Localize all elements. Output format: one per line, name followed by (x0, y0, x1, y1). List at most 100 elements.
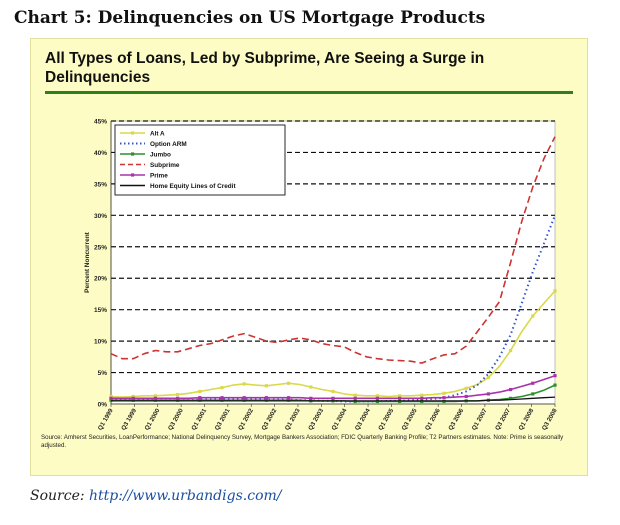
y-tick-label: 45% (94, 119, 107, 126)
y-tick-label: 25% (94, 244, 107, 251)
data-point (531, 314, 535, 318)
data-point (198, 398, 202, 402)
legend-box (114, 124, 286, 196)
data-point (220, 398, 224, 402)
y-tick-label: 0% (98, 402, 108, 409)
x-tick-label: Q3 2006 (447, 407, 465, 432)
data-point (176, 392, 180, 397)
page-title: Chart 5: Delinquencies on US Mortgage Pr… (14, 8, 486, 28)
source-note: Source: Amherst Securities, LoanPerforma… (41, 434, 564, 449)
line-chart: 0% 5% 10% 15% 20% 25% 30% 35% 40% 45% Percent Nonc… (84, 119, 559, 432)
legend-marker (131, 173, 135, 177)
legend-entry: Alt A (150, 130, 165, 137)
data-point (353, 393, 357, 397)
x-tick-label: Q1 2002 (237, 407, 255, 432)
y-tick-label: 20% (94, 276, 107, 283)
data-point (553, 383, 557, 387)
data-point (531, 392, 535, 396)
data-point (242, 396, 246, 400)
data-point (309, 385, 313, 389)
y-tick-label: 35% (94, 181, 107, 188)
x-tick-label: Q1 2004 (330, 407, 348, 432)
data-point (109, 396, 113, 400)
data-point (220, 386, 224, 390)
data-point (287, 398, 291, 402)
data-point (464, 386, 468, 390)
x-tick-label: Q1 2007 (471, 407, 489, 432)
y-tick-label: 40% (94, 150, 107, 157)
series-line-home-equity-lines-of-credit (111, 396, 556, 402)
source-label: Source: (30, 488, 85, 504)
y-tick-label: 30% (94, 213, 107, 220)
data-point (420, 396, 424, 400)
data-point (509, 387, 513, 392)
x-tick-label: Q1 2001 (190, 407, 208, 432)
chart-panel: All Types of Loans, Led by Subprime, Are… (30, 38, 588, 476)
data-point (553, 374, 557, 378)
data-point (131, 394, 135, 399)
data-point (176, 398, 180, 402)
data-point (464, 394, 468, 399)
data-point (331, 389, 335, 394)
data-point (287, 396, 291, 400)
x-tick-label: Q1 1999 (97, 407, 115, 432)
data-point (531, 381, 535, 385)
data-point (309, 396, 313, 400)
data-point (509, 396, 513, 400)
legend-marker (131, 152, 135, 156)
data-point (486, 375, 490, 380)
data-point (398, 396, 402, 400)
data-point (153, 396, 157, 400)
legend-entry: Option ARM (150, 141, 187, 148)
data-point (398, 394, 402, 398)
y-axis-label: Percent Noncurrent (84, 231, 91, 293)
data-point (264, 396, 268, 400)
source-link[interactable]: http://www.urbandigs.com/ (89, 488, 282, 504)
data-point (420, 393, 424, 397)
data-point (353, 396, 357, 400)
data-point (131, 398, 135, 402)
legend-entry: Home Equity Lines of Credit (150, 183, 236, 190)
data-point (109, 398, 113, 402)
x-tick-label: Q1 2003 (284, 407, 302, 432)
x-tick-label: Q3 2005 (401, 407, 419, 432)
x-tick-label: Q3 1999 (120, 407, 138, 432)
data-point (331, 396, 335, 400)
data-point (264, 384, 268, 388)
x-tick-label: Q1 2000 (144, 407, 162, 432)
data-point (220, 396, 224, 400)
chart-title: All Types of Loans, Led by Subprime, Are… (45, 50, 485, 86)
data-point (242, 382, 246, 386)
data-point (242, 398, 246, 402)
data-point (375, 394, 379, 398)
data-point (176, 396, 180, 400)
x-tick-label: Q3 2001 (214, 407, 232, 432)
data-point (153, 394, 157, 398)
x-tick-label: Q3 2007 (494, 407, 512, 432)
legend-entry: Prime (150, 172, 168, 179)
x-tick-label: Q3 2002 (260, 407, 278, 432)
data-point (509, 348, 513, 353)
data-point (109, 394, 113, 399)
data-point (153, 398, 157, 402)
page-source: Source: http://www.urbandigs.com/ (30, 488, 281, 504)
data-point (287, 381, 291, 385)
legend-entry: Jumbo (150, 151, 171, 158)
data-point (553, 289, 557, 293)
x-tick-label: Q3 2000 (167, 407, 185, 432)
x-tick-label: Q3 2008 (541, 407, 559, 432)
legend-entry: Subprime (150, 162, 180, 169)
data-point (131, 396, 135, 400)
data-point (264, 398, 268, 402)
data-point (198, 396, 202, 400)
x-tick-label: Q3 2004 (354, 407, 372, 432)
x-tick-label: Q1 2008 (517, 407, 535, 432)
data-point (442, 396, 446, 400)
data-point (442, 391, 446, 395)
legend-marker (131, 131, 135, 135)
data-point (198, 389, 202, 394)
x-tick-label: Q1 2005 (377, 407, 395, 432)
y-tick-label: 10% (94, 339, 107, 346)
x-tick-label: Q1 2006 (424, 407, 442, 432)
data-point (486, 392, 490, 396)
